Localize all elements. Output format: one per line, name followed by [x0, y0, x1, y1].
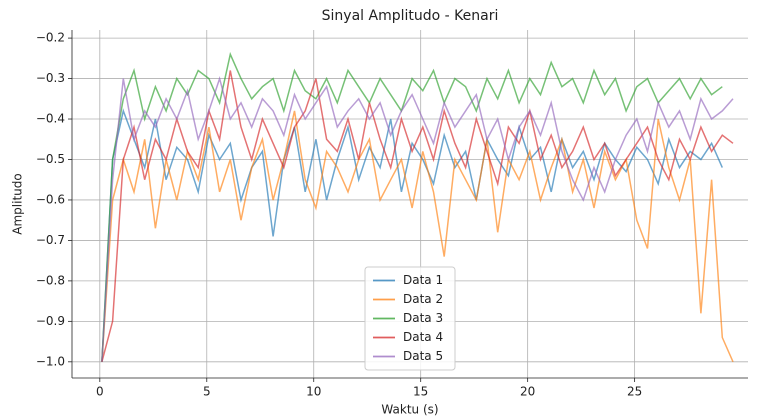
y-tick-label: −0.6: [36, 192, 65, 206]
x-tick-label: 0: [96, 385, 104, 399]
x-tick-label: 15: [413, 385, 428, 399]
data-line: [101, 51, 723, 362]
x-tick-label: 5: [203, 385, 211, 399]
legend-label: Data 1: [403, 273, 443, 287]
data-line: [101, 110, 734, 363]
x-tick-label: 20: [520, 385, 535, 399]
y-tick-label: −0.5: [36, 152, 65, 166]
x-tick-label: 10: [306, 385, 321, 399]
y-tick-label: −0.9: [36, 314, 65, 328]
y-tick-label: −0.3: [36, 71, 65, 85]
legend: Data 1 Data 2 Data 3 Data 4 Data 5: [364, 266, 456, 371]
data-line: [101, 75, 734, 362]
legend-label: Data 2: [403, 292, 443, 306]
data-line: [101, 70, 734, 362]
y-tick-label: −0.8: [36, 273, 65, 287]
legend-box: [364, 266, 456, 371]
y-tick-label: −1.0: [36, 354, 65, 368]
legend-label: Data 4: [403, 330, 443, 344]
x-axis-label: Waktu (s): [381, 403, 438, 417]
y-tick-label: −0.7: [36, 233, 65, 247]
y-tick-label: −0.4: [36, 112, 65, 126]
x-tick-label: 25: [627, 385, 642, 399]
chart-title: Sinyal Amplitudo - Kenari: [322, 8, 499, 24]
legend-label: Data 5: [403, 349, 443, 363]
data-line: [101, 108, 723, 362]
legend-label: Data 3: [403, 311, 443, 325]
y-axis-label: Amplitudo: [11, 173, 25, 234]
y-tick-label: −0.2: [36, 31, 65, 45]
